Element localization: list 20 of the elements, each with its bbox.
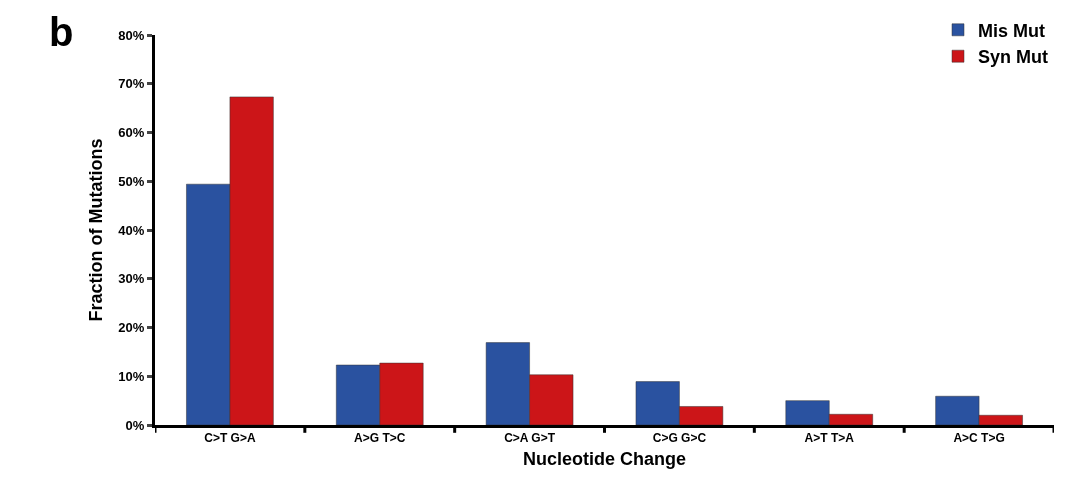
legend-label: Syn Mut: [978, 47, 1048, 68]
x-tick-label: C>T G>A: [204, 431, 256, 446]
text: b: [49, 10, 74, 54]
x-tick-label: A>T T>A: [804, 431, 855, 446]
x-tick-label: A>C T>G: [953, 431, 1005, 446]
y-tick-label: 30%: [118, 271, 145, 287]
y-tick-label: 0%: [125, 417, 145, 433]
y-tick-label: 60%: [118, 125, 145, 141]
y-tick-label: 50%: [118, 173, 145, 189]
y-tick-label: 10%: [118, 368, 145, 384]
x-tick-label: A>G T>C: [354, 431, 406, 446]
y-tick-label: 70%: [118, 76, 145, 92]
x-tick-label: C>G G>C: [652, 431, 707, 446]
y-tick-label: 40%: [118, 222, 145, 238]
y-axis-title: Fraction of Mutations: [85, 138, 106, 322]
legend-label: Mis Mut: [978, 20, 1045, 41]
y-tick-label: 20%: [118, 320, 145, 336]
y-tick-label: 80%: [118, 27, 145, 43]
x-tick-label: C>A G>T: [504, 431, 556, 446]
x-axis-title: Nucleotide Change: [522, 448, 687, 469]
